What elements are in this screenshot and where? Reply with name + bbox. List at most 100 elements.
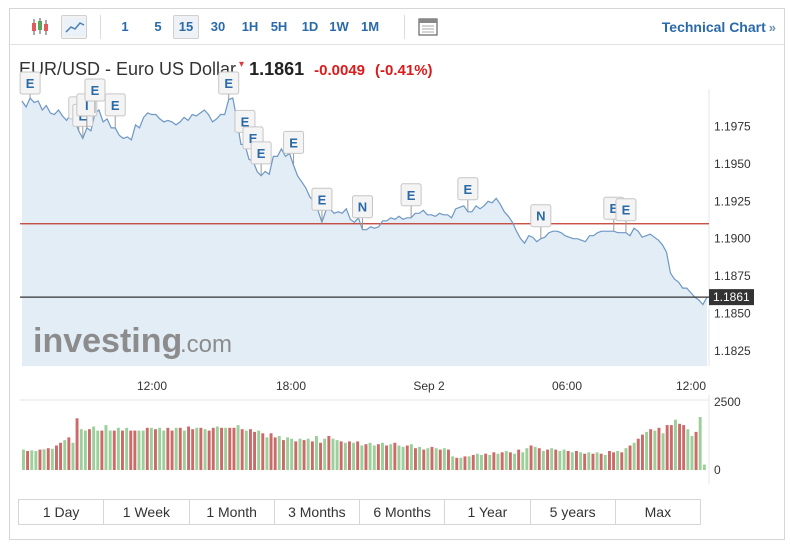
volume-bar xyxy=(323,438,327,470)
x-tick-label: 06:00 xyxy=(552,379,582,393)
volume-bar xyxy=(83,430,87,470)
x-tick-label: 18:00 xyxy=(276,379,306,393)
volume-bar xyxy=(525,448,529,470)
volume-bar xyxy=(319,442,323,470)
volume-bar xyxy=(541,451,545,470)
volume-bar xyxy=(199,427,203,470)
volume-bar xyxy=(178,427,182,470)
volume-bar xyxy=(162,430,166,470)
volume-bar xyxy=(698,417,702,470)
interval-button-5[interactable]: 5 xyxy=(154,19,162,34)
volume-bar xyxy=(566,451,570,470)
volume-bar xyxy=(38,449,42,470)
volume-bar xyxy=(108,430,112,470)
volume-bar xyxy=(653,430,657,470)
technical-chart-label: Technical Chart xyxy=(661,19,766,35)
volume-bar xyxy=(42,449,46,470)
volume-bar xyxy=(46,448,50,470)
interval-button-1h[interactable]: 1H xyxy=(241,19,259,34)
period-button-max[interactable]: Max xyxy=(644,504,672,520)
volume-bar xyxy=(554,449,558,470)
period-button-3-months[interactable]: 3 Months xyxy=(275,500,360,524)
candlestick-icon[interactable] xyxy=(27,15,53,39)
period-button-1-year[interactable]: 1 Year xyxy=(445,500,531,524)
volume-bar xyxy=(372,445,376,470)
volume-bar xyxy=(302,440,306,470)
volume-bar xyxy=(620,452,624,470)
period-button-6-months[interactable]: 6 Months xyxy=(360,500,446,524)
event-marker xyxy=(457,177,479,201)
y-tick-label: 1.1825 xyxy=(714,344,751,358)
line-chart-icon[interactable] xyxy=(61,15,87,39)
x-tick-label: Sep 2 xyxy=(413,379,445,393)
event-marker-label: E xyxy=(407,188,416,203)
volume-bar xyxy=(282,440,285,470)
period-button-1-month[interactable]: 1 Month xyxy=(190,500,275,524)
volume-bar xyxy=(636,438,640,470)
event-marker xyxy=(104,93,126,117)
technical-chart-link[interactable]: Technical Chart» xyxy=(662,19,776,35)
volume-bar xyxy=(63,440,67,470)
volume-bar xyxy=(690,436,694,470)
volume-bar xyxy=(92,426,96,470)
volume-bar xyxy=(298,438,302,470)
interval-button-1d[interactable]: 1D xyxy=(301,19,319,34)
event-marker-label: E xyxy=(622,203,631,218)
price-line xyxy=(21,96,708,306)
volume-bar xyxy=(158,427,162,470)
volume-bar xyxy=(475,453,479,470)
volume-bar xyxy=(550,448,554,470)
calendar-icon[interactable] xyxy=(414,15,440,39)
interval-button-15[interactable]: 15 xyxy=(173,15,199,39)
volume-bar xyxy=(207,430,211,470)
event-marker xyxy=(400,183,422,207)
last-price: 1.1861 xyxy=(249,59,305,79)
volume-bar xyxy=(500,452,504,470)
volume-bar xyxy=(104,425,108,470)
volume-bar xyxy=(22,449,25,470)
volume-bar xyxy=(430,446,434,470)
flag-arrow-icon: ▾ xyxy=(239,59,245,70)
instrument-title: EUR/USD - Euro US Dollar xyxy=(19,59,237,79)
volume-bar xyxy=(426,448,430,470)
event-marker-label: E xyxy=(464,182,473,197)
volume-bar xyxy=(467,456,471,470)
volume-bar xyxy=(694,431,698,470)
volume-bar xyxy=(141,430,145,470)
interval-button-30[interactable]: 30 xyxy=(210,19,226,34)
volume-bar xyxy=(249,429,252,470)
period-button-1-day[interactable]: 1 Day xyxy=(19,500,105,524)
volume-bar xyxy=(537,448,541,470)
volume-bar xyxy=(257,430,261,470)
chevron-right-icon: » xyxy=(768,20,776,35)
volume-bar xyxy=(215,426,219,470)
volume-bar xyxy=(75,418,79,470)
interval-button-1m[interactable]: 1M xyxy=(360,19,380,34)
volume-bar xyxy=(26,451,30,470)
event-marker-label: E xyxy=(224,76,233,91)
volume-bar xyxy=(149,427,153,470)
interval-button-5h[interactable]: 5H xyxy=(270,19,288,34)
period-button-1-week[interactable]: 1 Week xyxy=(104,500,190,524)
x-tick-label: 12:00 xyxy=(676,379,706,393)
volume-bar xyxy=(414,448,417,470)
volume-bar xyxy=(682,425,686,470)
volume-bar xyxy=(352,442,356,470)
y-tick-label: 1.1950 xyxy=(714,157,751,171)
volume-bar xyxy=(632,442,636,470)
interval-button-1[interactable]: 1 xyxy=(121,19,129,34)
volume-bar xyxy=(71,442,75,470)
volume-bar xyxy=(587,452,591,470)
volume-bar xyxy=(170,430,174,470)
volume-bar xyxy=(397,445,401,470)
event-marker-label: E xyxy=(609,201,618,216)
volume-bar xyxy=(339,441,343,470)
volume-bar xyxy=(195,427,199,470)
volume-bar xyxy=(603,455,607,470)
period-button-5-years[interactable]: 5 years xyxy=(531,500,616,524)
instrument-header: EUR/USD - Euro US Dollar ▾ 1.1861 -0.0049 (-… xyxy=(19,59,433,85)
interval-button-1w[interactable]: 1W xyxy=(329,19,349,34)
chart-toolbar: 1 5 15 30 1H 5H 1D 1W 1M Technical Chart» xyxy=(10,9,784,45)
volume-bar xyxy=(228,427,232,470)
volume-bar xyxy=(570,452,574,470)
